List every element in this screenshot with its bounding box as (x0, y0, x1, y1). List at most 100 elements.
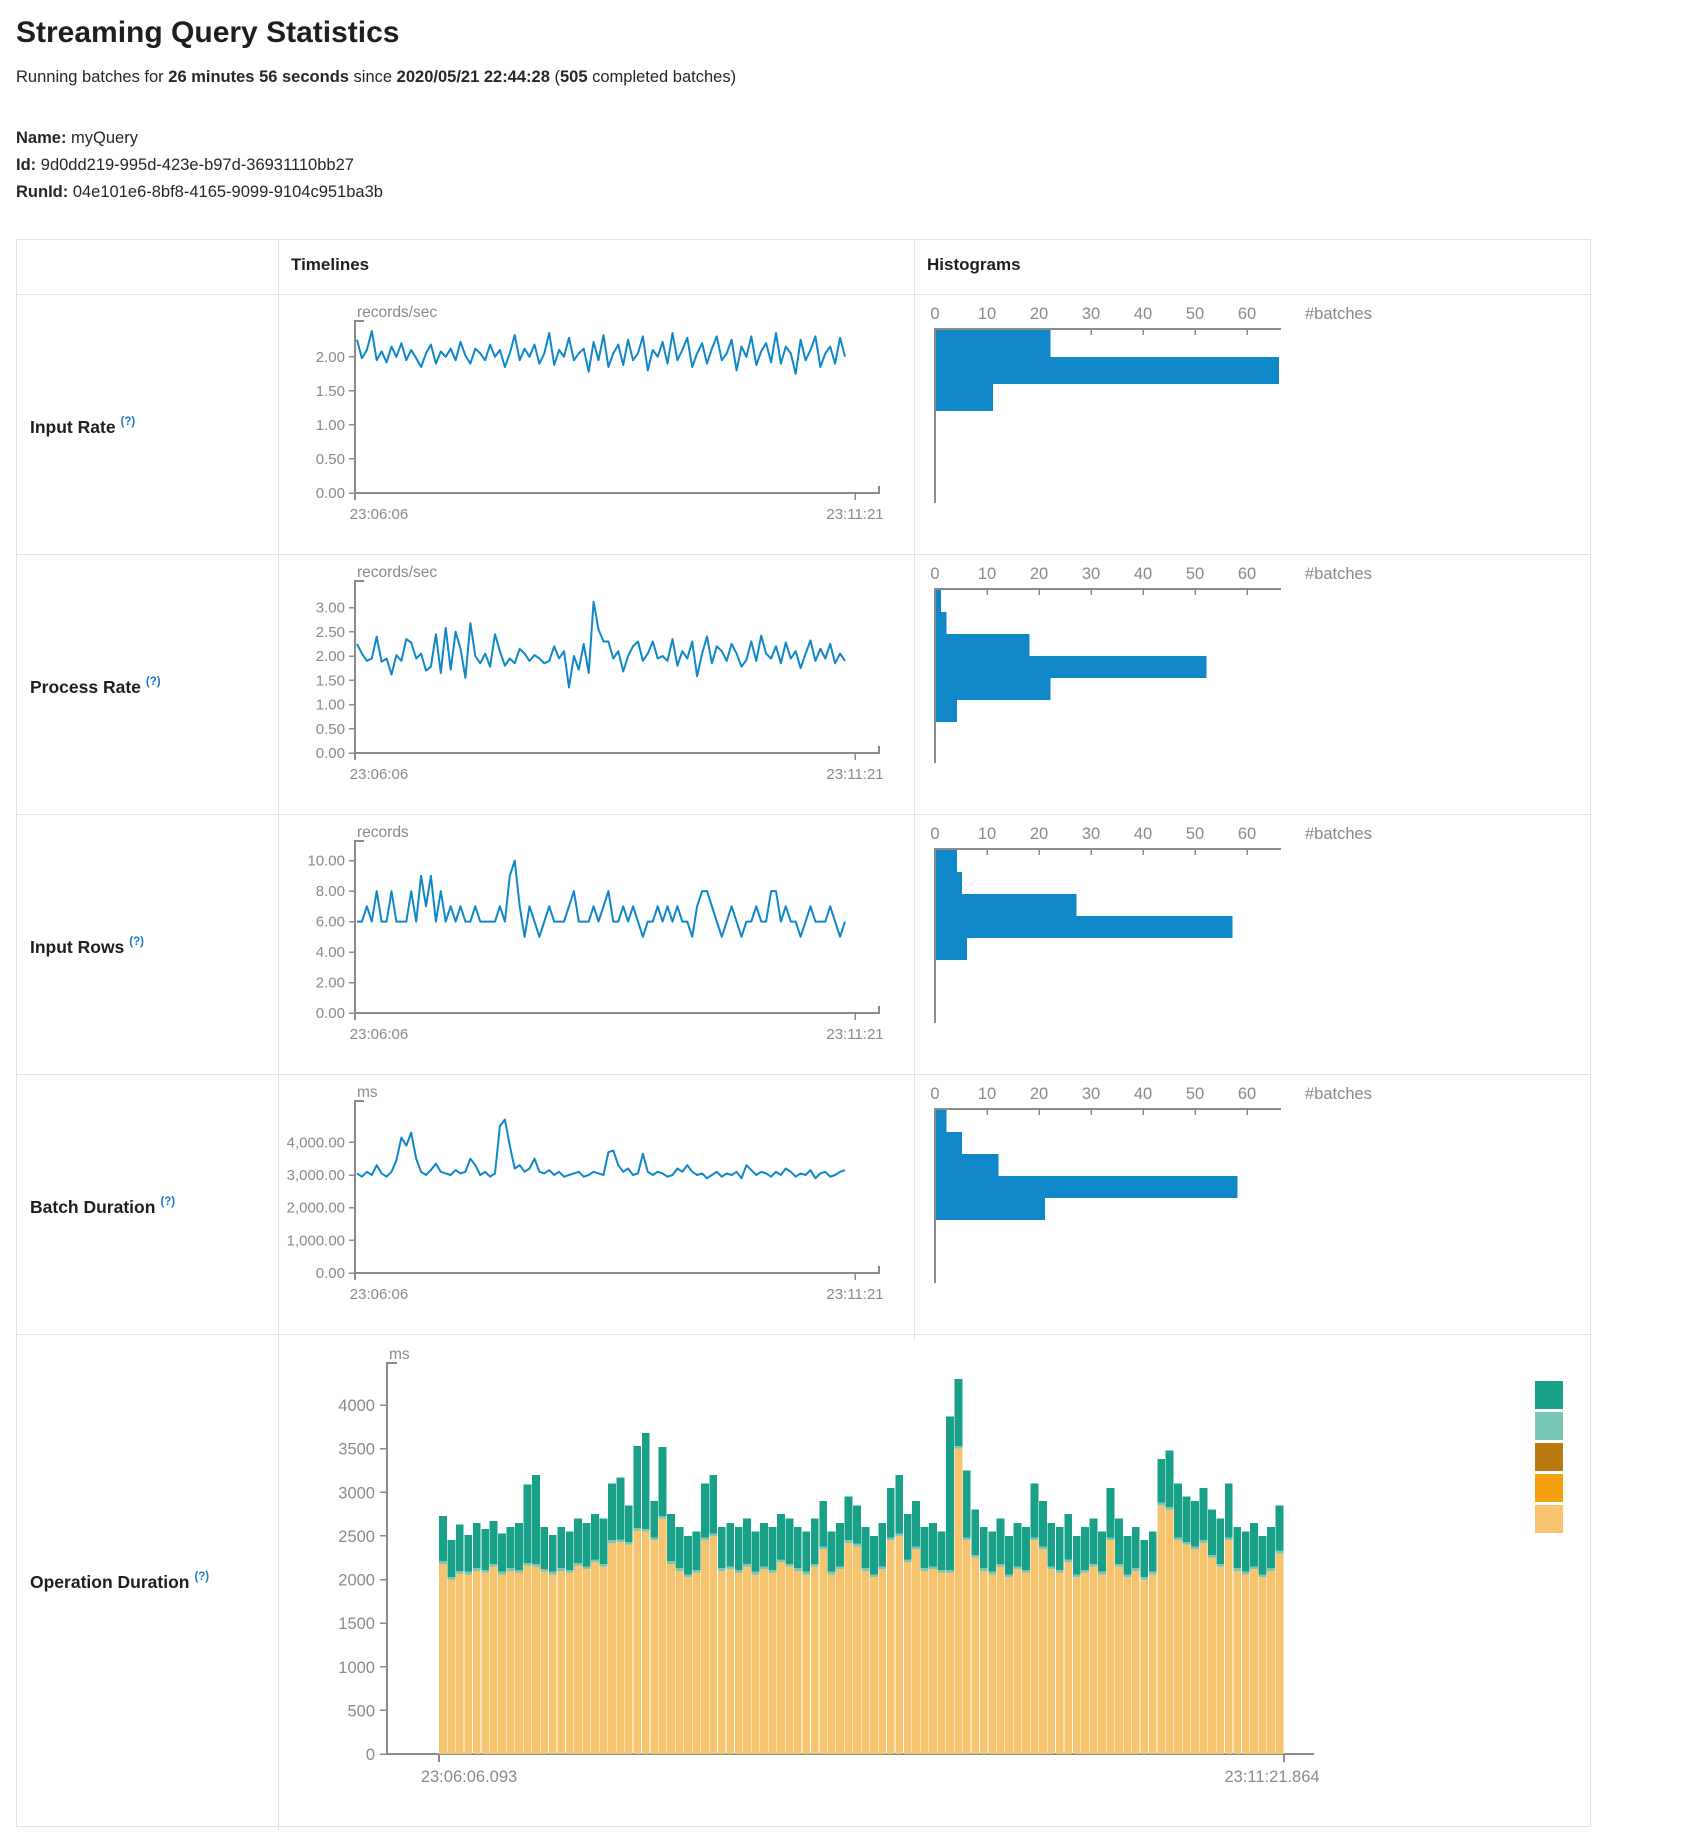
row-label-operation-duration: Operation Duration (?) (17, 1335, 278, 1830)
svg-text:8.00: 8.00 (316, 883, 345, 900)
help-tooltip-icon[interactable]: (?) (129, 935, 144, 948)
svg-text:10: 10 (978, 565, 996, 583)
help-tooltip-icon[interactable]: (?) (145, 675, 161, 688)
svg-text:23:11:21: 23:11:21 (826, 766, 883, 783)
process-rate-label: Process Rate (30, 677, 141, 697)
svg-text:6.00: 6.00 (316, 914, 345, 931)
table-row-process-rate: Process Rate (?) records/sec 0.00 0.50 1.00… (17, 554, 1590, 820)
id-value: 9d0dd219-995d-423e-b97d-36931110bb27 (40, 156, 354, 174)
help-tooltip-icon[interactable]: (?) (160, 1195, 176, 1208)
svg-text:20: 20 (1030, 305, 1048, 323)
header-timelines: Timelines (278, 240, 914, 294)
svg-text:0: 0 (930, 565, 939, 583)
svg-text:50: 50 (1186, 825, 1204, 843)
table-header-row: Timelines Histograms (17, 240, 1590, 294)
svg-text:0.00: 0.00 (316, 1005, 345, 1022)
svg-text:#batches: #batches (1305, 825, 1372, 843)
svg-text:50: 50 (1186, 565, 1204, 583)
svg-text:23:06:06: 23:06:06 (350, 506, 408, 523)
svg-text:4.00: 4.00 (316, 944, 345, 961)
legend-swatch-tan (1535, 1505, 1563, 1533)
batch-duration-histogram-chart: 0 10 20 30 40 50 60 #batches (914, 1075, 1591, 1340)
svg-text:0.00: 0.00 (316, 1265, 345, 1282)
name-value: myQuery (71, 129, 138, 147)
batches-paren: ( (554, 68, 560, 86)
svg-text:60: 60 (1238, 825, 1256, 843)
svg-text:30: 30 (1082, 825, 1100, 843)
legend-swatch-light-teal (1535, 1412, 1563, 1440)
svg-text:4,000.00: 4,000.00 (287, 1134, 345, 1151)
operation-duration-legend (1535, 1381, 1563, 1533)
svg-text:1500: 1500 (338, 1615, 375, 1633)
svg-text:2,000.00: 2,000.00 (287, 1200, 345, 1217)
streaming-query-statistics-page: Streaming Query Statistics Running batch… (0, 16, 1693, 1836)
svg-text:30: 30 (1082, 565, 1100, 583)
legend-swatch-brown (1535, 1443, 1563, 1471)
svg-text:0: 0 (366, 1746, 375, 1764)
svg-text:23:11:21: 23:11:21 (826, 1286, 883, 1303)
batch-duration-timeline-chart: ms 0.00 1,000.00 2,000.00 3,000.00 4,000.00 23… (278, 1075, 914, 1340)
svg-text:records/sec: records/sec (357, 304, 437, 321)
running-prefix: Running batches for (16, 68, 164, 86)
query-id-line: Id: 9d0dd219-995d-423e-b97d-36931110bb27 (16, 152, 1693, 179)
svg-text:2500: 2500 (338, 1528, 375, 1546)
svg-text:50: 50 (1186, 305, 1204, 323)
svg-text:23:06:06: 23:06:06 (350, 1286, 408, 1303)
running-start-time: 2020/05/21 22:44:28 (396, 68, 550, 86)
operation-duration-chart-cell: ms 0 500 1000 1500 2000 2500 3000 3500 4000 23:06:… (278, 1335, 1591, 1830)
table-row-operation-duration: Operation Duration (?) ms 0 500 1000 1500 200… (17, 1334, 1590, 1830)
svg-text:1,000.00: 1,000.00 (287, 1232, 345, 1249)
svg-text:20: 20 (1030, 565, 1048, 583)
query-metadata: Name: myQuery Id: 9d0dd219-995d-423e-b97… (16, 125, 1693, 206)
svg-text:10: 10 (978, 825, 996, 843)
svg-text:60: 60 (1238, 1085, 1256, 1103)
query-runid-line: RunId: 04e101e6-8bf8-4165-9099-9104c951b… (16, 179, 1693, 206)
table-row-batch-duration: Batch Duration (?) ms 0.00 1,000.00 2,000.0… (17, 1074, 1590, 1340)
svg-text:40: 40 (1134, 825, 1152, 843)
running-duration: 26 minutes 56 seconds (168, 68, 349, 86)
svg-text:2.00: 2.00 (316, 349, 345, 366)
svg-text:23:06:06.093: 23:06:06.093 (421, 1768, 517, 1786)
row-label-input-rows: Input Rows (?) (17, 815, 278, 1080)
svg-text:0.00: 0.00 (316, 745, 345, 762)
svg-text:40: 40 (1134, 565, 1152, 583)
process-rate-timeline-chart: records/sec 0.00 0.50 1.00 1.50 2.00 2.50 3.00 2… (278, 555, 914, 820)
row-label-input-rate: Input Rate (?) (17, 295, 278, 560)
statistics-table: Timelines Histograms Input Rate (?) reco… (16, 239, 1591, 1830)
svg-text:23:11:21.864: 23:11:21.864 (1224, 1768, 1319, 1786)
svg-text:records: records (357, 824, 409, 841)
help-tooltip-icon[interactable]: (?) (120, 415, 136, 428)
svg-text:20: 20 (1030, 825, 1048, 843)
svg-text:30: 30 (1082, 1085, 1100, 1103)
svg-text:4000: 4000 (338, 1397, 375, 1415)
svg-text:1.00: 1.00 (316, 417, 345, 434)
svg-text:23:06:06: 23:06:06 (350, 1026, 408, 1043)
svg-text:23:06:06: 23:06:06 (350, 766, 408, 783)
process-rate-histogram-chart: 0 10 20 30 40 50 60 #batches (914, 555, 1591, 820)
svg-text:#batches: #batches (1305, 1085, 1372, 1103)
help-tooltip-icon[interactable]: (?) (194, 1570, 210, 1583)
svg-text:1.00: 1.00 (316, 697, 345, 714)
svg-text:500: 500 (347, 1702, 375, 1720)
runid-label: RunId: (16, 183, 69, 201)
operation-duration-label: Operation Duration (30, 1572, 190, 1592)
svg-text:3,000.00: 3,000.00 (287, 1167, 345, 1184)
svg-text:60: 60 (1238, 565, 1256, 583)
svg-text:40: 40 (1134, 1085, 1152, 1103)
svg-text:10: 10 (978, 305, 996, 323)
svg-text:1000: 1000 (338, 1659, 375, 1677)
svg-text:records/sec: records/sec (357, 564, 437, 581)
input-rows-label: Input Rows (30, 937, 125, 957)
legend-swatch-green (1535, 1381, 1563, 1409)
input-rate-histogram-chart: 0 10 20 30 40 50 60 #batches (914, 295, 1591, 560)
svg-text:0: 0 (930, 825, 939, 843)
legend-swatch-orange (1535, 1474, 1563, 1502)
header-empty-cell (17, 240, 278, 294)
table-row-input-rows: Input Rows (?) records 0.00 2.00 4.00 6.00 8.… (17, 814, 1590, 1080)
svg-text:3500: 3500 (338, 1441, 375, 1459)
page-title: Streaming Query Statistics (16, 16, 400, 49)
svg-text:50: 50 (1186, 1085, 1204, 1103)
svg-text:30: 30 (1082, 305, 1100, 323)
svg-text:40: 40 (1134, 305, 1152, 323)
id-label: Id: (16, 156, 37, 174)
